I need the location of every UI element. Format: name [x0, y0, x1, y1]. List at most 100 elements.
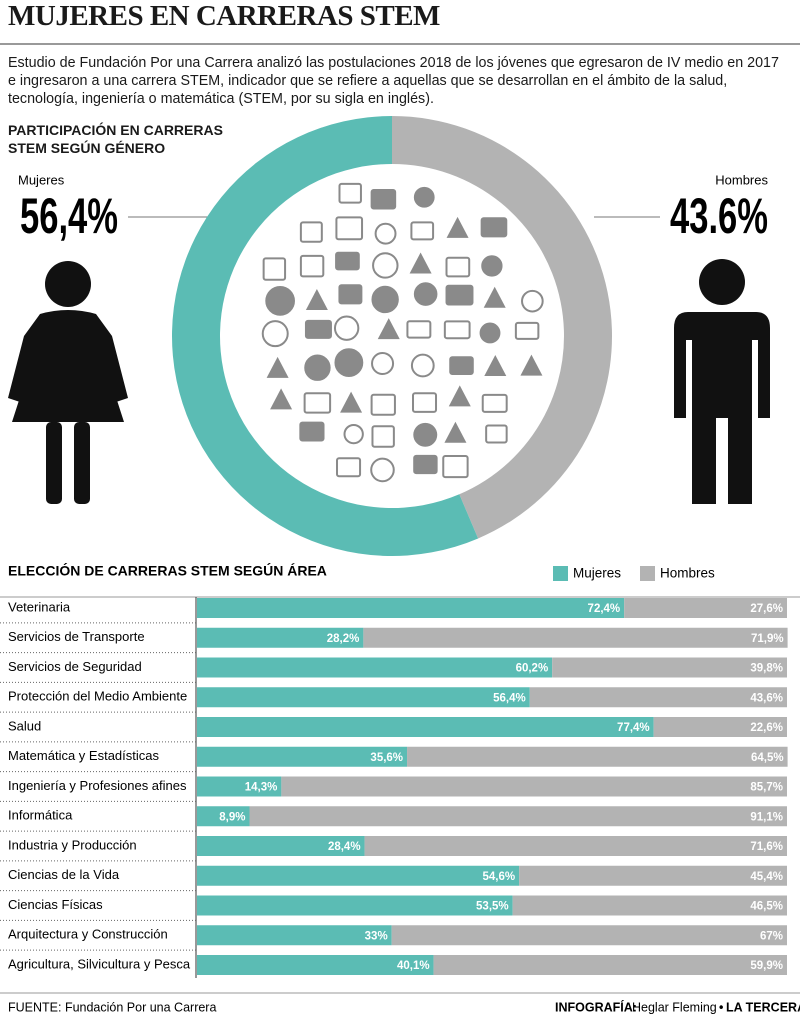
icon: [335, 216, 364, 241]
icon: [338, 284, 363, 305]
icon: [413, 454, 438, 475]
category-label: Ciencias de la Vida: [8, 867, 120, 882]
category-label: Servicios de Seguridad: [8, 659, 142, 674]
icon: [448, 385, 471, 407]
icon: [370, 457, 395, 483]
value-label: 77,4%: [617, 722, 650, 734]
bar-segment: [363, 627, 788, 648]
bar-segment: [197, 687, 530, 708]
value-label: 71,9%: [751, 633, 784, 645]
chart-title: ELECCIÓN DE CARRERAS STEM SEGÚN ÁREA: [8, 562, 327, 579]
category-label: Industria y Producción: [8, 837, 137, 852]
icon: [449, 356, 474, 375]
category-label: Mujeres: [18, 172, 65, 187]
bar-segment: [249, 806, 787, 827]
bar-segment: [197, 806, 250, 827]
icon-cluster: [261, 182, 544, 483]
category-label: Arquitectura y Construcción: [8, 927, 168, 942]
icon: [299, 421, 325, 442]
value-label: 64,5%: [751, 752, 784, 764]
value-label: 53,5%: [476, 901, 509, 913]
value-label: 60,2%: [516, 663, 549, 675]
icon: [303, 392, 332, 414]
icon: [484, 354, 507, 376]
icon: [261, 320, 289, 348]
value-label: 46,5%: [750, 901, 783, 913]
bar-segment: [197, 895, 513, 916]
icon: [335, 251, 360, 271]
icon: [479, 322, 501, 344]
value-label: 40,1%: [397, 960, 430, 972]
value-label: 33%: [365, 930, 388, 942]
donut-title: PARTICIPACIÓN EN CARRERAS STEM SEGÚN GÉN…: [8, 122, 223, 156]
icon: [370, 189, 397, 210]
value-label: 45,4%: [750, 871, 783, 883]
value-label: 14,3%: [245, 782, 278, 794]
category-label: Salud: [8, 718, 41, 733]
icon: [410, 221, 435, 241]
value-label: 67%: [760, 930, 783, 942]
icon: [445, 284, 474, 306]
icon: [413, 186, 435, 208]
value-label: 39,8%: [750, 663, 783, 675]
donut-segment: [172, 116, 479, 556]
icon: [481, 255, 503, 277]
icon: [481, 393, 508, 413]
icon: [444, 421, 467, 443]
legend-label: Hombres: [660, 566, 715, 581]
icon: [343, 423, 364, 445]
icon: [340, 391, 363, 413]
icon: [520, 354, 543, 376]
intro-text: Estudio de Fundación Por una Carrera ana…: [8, 55, 779, 107]
icon: [445, 256, 471, 278]
bar-segment: [512, 895, 787, 916]
icon: [443, 320, 471, 340]
icon: [480, 217, 508, 238]
bar-segment: [653, 717, 787, 737]
donut-segment: [392, 116, 612, 539]
bar-segment: [197, 627, 364, 648]
icon: [374, 222, 397, 245]
value-label: 35,6%: [370, 752, 403, 764]
bar-segment: [364, 836, 787, 856]
category-label: Hombres: [715, 172, 768, 187]
footer-credit: INFOGRAFÍA:: [555, 999, 637, 1014]
bar-segment: [197, 925, 392, 946]
icon: [485, 424, 508, 444]
icon: [413, 422, 438, 447]
icon: [413, 282, 438, 306]
icon: [446, 216, 469, 238]
man-figure: [674, 259, 770, 504]
category-label: Matemática y Estadísticas: [8, 748, 159, 763]
legend-swatch: [640, 566, 655, 581]
icon: [483, 286, 506, 308]
value-label: 28,4%: [328, 841, 361, 853]
icon: [338, 182, 362, 204]
icon: [410, 353, 435, 378]
bar-segment: [529, 687, 787, 708]
bar-segment: [197, 657, 553, 678]
icon: [304, 354, 331, 381]
bar-segment: [391, 925, 787, 946]
category-label: Agricultura, Silvicultura y Pesca: [8, 956, 191, 971]
footer-separator: •: [719, 1000, 723, 1014]
icon: [371, 285, 399, 314]
icon: [299, 221, 323, 243]
bar-segment: [197, 955, 434, 975]
bar-segment: [552, 657, 787, 678]
icon: [371, 351, 395, 376]
bar-segment: [197, 717, 654, 737]
footer-author: Heglar Fleming: [632, 1000, 717, 1014]
value-label: 56,4%: [493, 692, 526, 704]
category-label: Ciencias Físicas: [8, 897, 103, 912]
icon: [334, 348, 364, 378]
icon: [442, 455, 469, 479]
icon: [305, 288, 328, 310]
bar-segment: [197, 746, 408, 767]
legend-label: Mujeres: [573, 566, 621, 581]
icon: [377, 318, 400, 340]
value-label: 72,4%: [588, 603, 621, 615]
icon: [333, 315, 360, 341]
